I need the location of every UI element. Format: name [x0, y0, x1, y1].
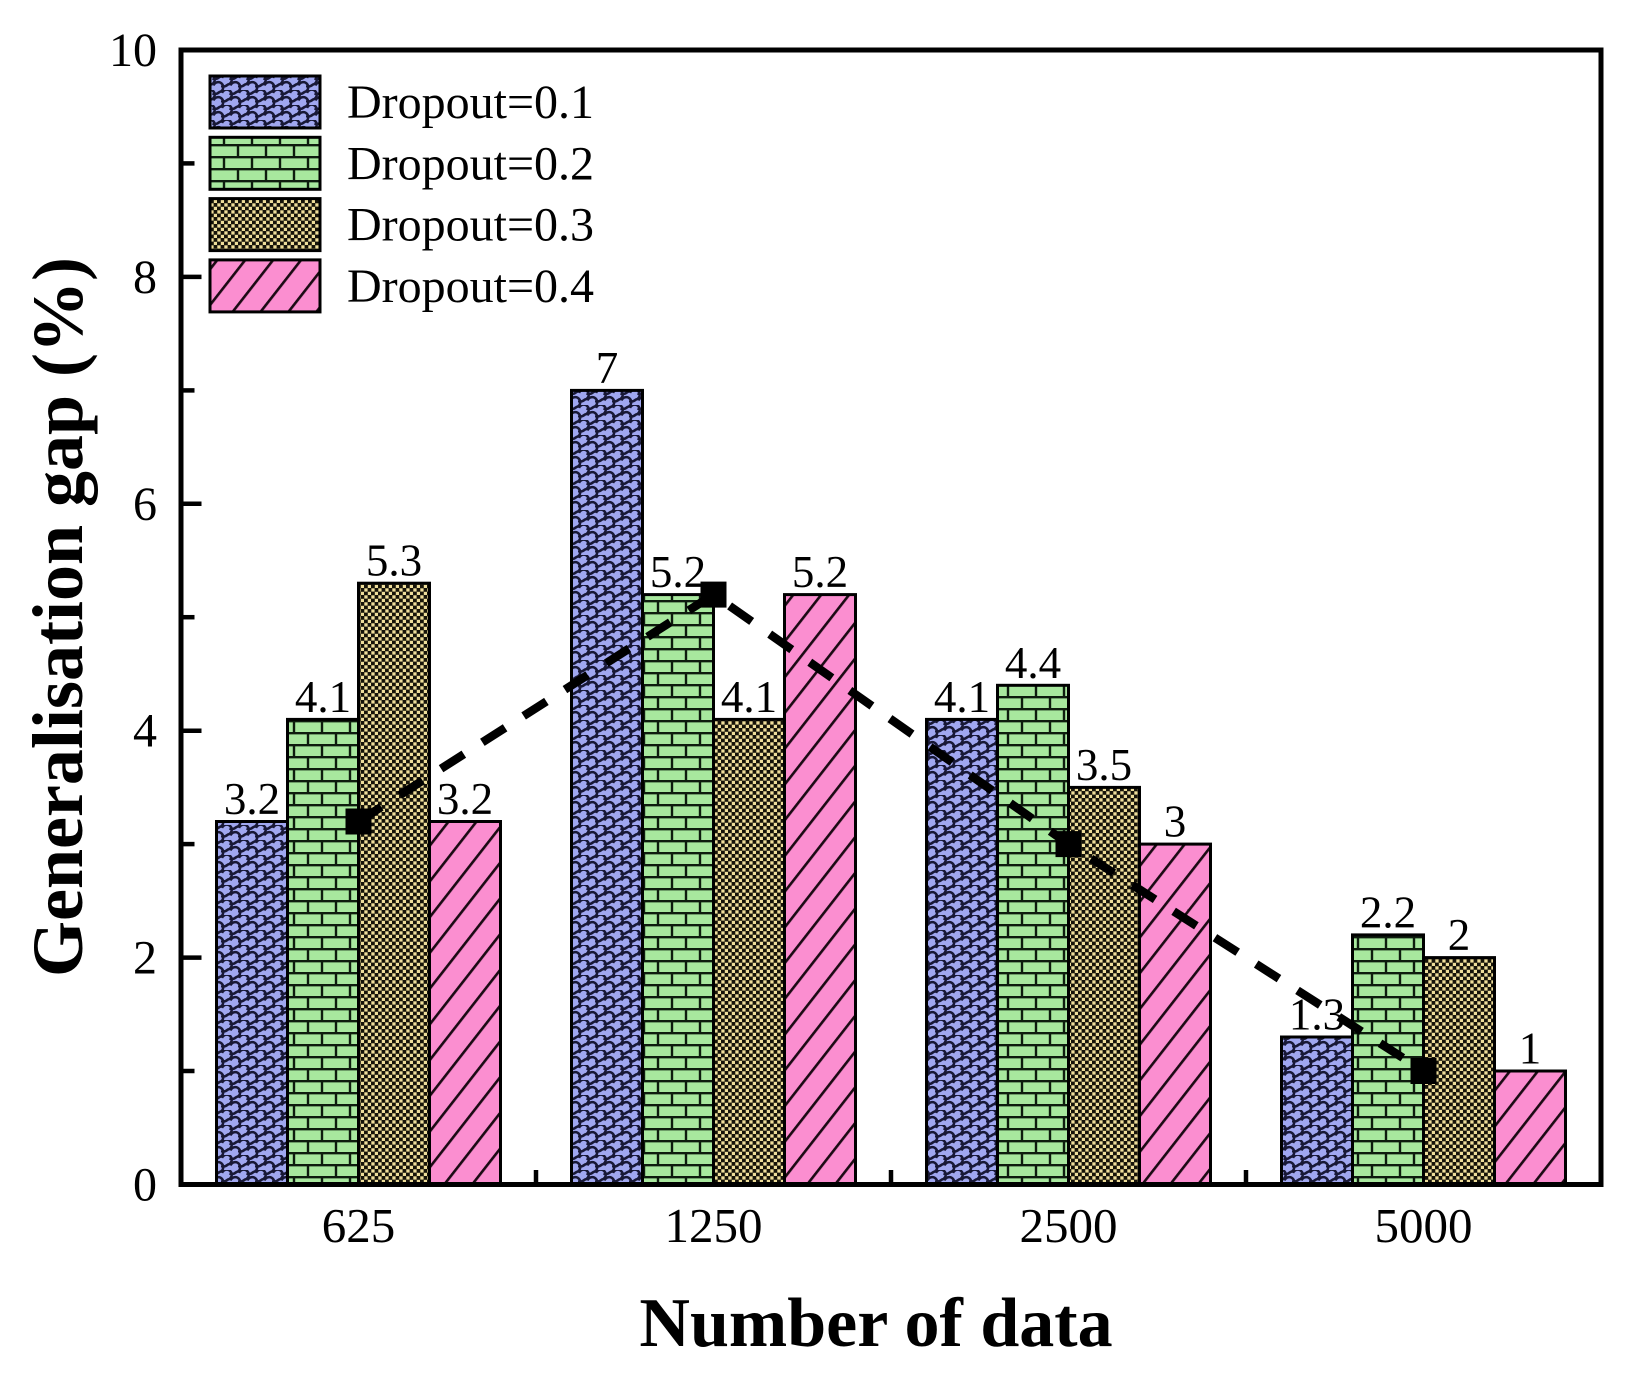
svg-text:8: 8	[133, 251, 157, 304]
svg-text:4.4: 4.4	[1005, 638, 1061, 688]
svg-text:7: 7	[596, 343, 619, 393]
svg-text:5.2: 5.2	[650, 547, 706, 597]
svg-text:5.2: 5.2	[792, 547, 848, 597]
svg-text:0: 0	[133, 1159, 157, 1212]
svg-text:6: 6	[133, 478, 157, 531]
svg-text:1250: 1250	[665, 1198, 763, 1253]
svg-text:2: 2	[1448, 910, 1471, 960]
svg-text:4.1: 4.1	[934, 672, 990, 722]
svg-text:2500: 2500	[1020, 1198, 1118, 1253]
svg-text:3.2: 3.2	[437, 774, 493, 824]
svg-text:Generalisation gap (%): Generalisation gap (%)	[18, 257, 98, 977]
svg-text:2: 2	[133, 932, 157, 985]
svg-text:3.5: 3.5	[1076, 740, 1132, 790]
svg-text:4.1: 4.1	[721, 672, 777, 722]
svg-text:3.2: 3.2	[224, 774, 280, 824]
svg-text:Dropout=0.2: Dropout=0.2	[347, 137, 594, 190]
svg-text:4.1: 4.1	[295, 672, 351, 722]
svg-text:3: 3	[1164, 797, 1187, 847]
svg-text:625: 625	[322, 1198, 396, 1253]
svg-text:Dropout=0.3: Dropout=0.3	[347, 199, 594, 252]
svg-text:4: 4	[133, 705, 157, 758]
svg-text:Dropout=0.4: Dropout=0.4	[347, 260, 594, 313]
svg-text:Dropout=0.1: Dropout=0.1	[347, 76, 594, 129]
svg-text:10: 10	[109, 24, 157, 77]
svg-text:1.3: 1.3	[1289, 990, 1345, 1040]
svg-text:1: 1	[1519, 1024, 1542, 1074]
svg-text:Number of data: Number of data	[639, 1285, 1112, 1362]
svg-text:5000: 5000	[1375, 1198, 1473, 1253]
svg-text:5.3: 5.3	[366, 536, 422, 586]
svg-text:2.2: 2.2	[1360, 887, 1416, 937]
